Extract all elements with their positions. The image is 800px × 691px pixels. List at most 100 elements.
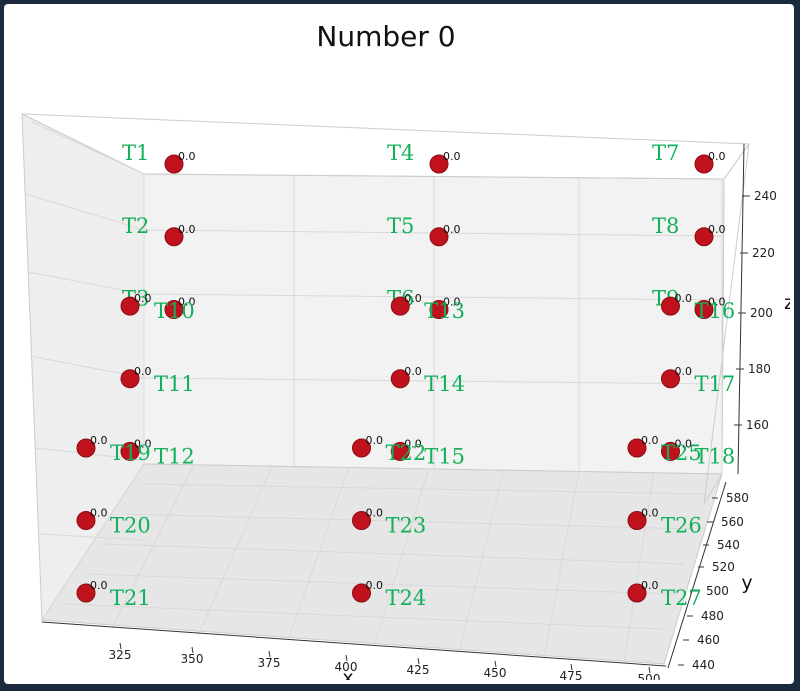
point-label: T16 <box>695 299 736 323</box>
point-label: T10 <box>154 299 195 323</box>
point-t7 <box>694 154 714 174</box>
gridline <box>103 543 685 565</box>
value-label: 0.0 <box>675 365 693 378</box>
z-tick-label: 180 <box>748 362 771 376</box>
point-t14 <box>390 369 410 389</box>
y-tick-label: 520 <box>712 560 735 574</box>
gridline <box>458 468 505 653</box>
point-label: T11 <box>154 372 195 396</box>
value-label: 0.0 <box>134 292 152 305</box>
scatter3d-plot: 325 350 375 400 425 450 475 500 440 460 480 500 520 5… <box>21 20 790 680</box>
value-label: 0.0 <box>366 579 384 592</box>
point-t12 <box>120 441 140 461</box>
point-label: T4 <box>387 141 414 165</box>
value-label: 0.0 <box>641 434 659 447</box>
point-label: T14 <box>424 372 465 396</box>
gridline <box>623 471 655 663</box>
x-tick-mark <box>417 657 420 665</box>
value-label: 0.0 <box>708 296 726 309</box>
gridline <box>25 193 145 231</box>
value-label: 0.0 <box>90 434 108 447</box>
point-t27 <box>627 583 647 603</box>
gridline <box>41 463 145 621</box>
z-tick-label: 240 <box>754 189 777 203</box>
value-label: 0.0 <box>178 296 196 309</box>
point-t15 <box>390 441 410 461</box>
point-t2 <box>164 227 184 247</box>
value-label: 0.0 <box>641 507 659 520</box>
point-label: T23 <box>386 514 427 538</box>
data-points: 0.0T10.0T20.0T30.0T40.0T50.0T60.0T70.0T8… <box>76 141 736 610</box>
y-tick-label: 500 <box>706 584 729 598</box>
y-tick-label: 460 <box>697 633 720 647</box>
point-t8 <box>694 227 714 247</box>
figure-window: 325 350 375 400 425 450 475 500 440 460 480 500 520 5… <box>4 4 794 684</box>
point-label: T7 <box>652 141 679 165</box>
point-t17 <box>661 369 680 389</box>
gridline <box>83 573 675 595</box>
value-label: 0.0 <box>443 296 461 309</box>
x-tick-mark <box>345 654 348 662</box>
point-label: T1 <box>122 141 149 165</box>
point-t13 <box>390 296 410 316</box>
value-label: 0.0 <box>90 579 108 592</box>
point-label: T24 <box>386 586 427 610</box>
gridline <box>31 121 145 175</box>
point-t22 <box>352 438 371 458</box>
value-label: 0.0 <box>675 437 693 450</box>
x-tick-label: 400 <box>335 660 358 674</box>
gridline <box>39 533 145 541</box>
point-label: T27 <box>661 586 702 610</box>
x-tick-label: 475 <box>560 669 583 680</box>
y-tick-label: 580 <box>726 491 749 505</box>
point-label: T8 <box>652 214 679 238</box>
x-tick-mark <box>119 642 122 650</box>
y-axis-label: y <box>741 572 752 594</box>
point-label: T20 <box>110 514 151 538</box>
value-label: 0.0 <box>675 292 693 305</box>
chart-title: Number 0 <box>316 20 455 53</box>
point-label: T26 <box>661 514 702 538</box>
point-label: T19 <box>110 441 151 465</box>
point-t16 <box>661 296 680 316</box>
x-tick-label: 425 <box>407 663 430 677</box>
point-t5 <box>429 227 449 247</box>
point-t1 <box>164 154 184 174</box>
y-tick-label: 560 <box>721 515 744 529</box>
value-label: 0.0 <box>708 223 726 236</box>
point-t3 <box>164 300 184 319</box>
x-axis-line <box>41 621 667 667</box>
value-label: 0.0 <box>641 579 659 592</box>
point-label: T21 <box>110 586 151 610</box>
point-t23 <box>352 511 371 530</box>
value-label: 0.0 <box>366 507 384 520</box>
value-label: 0.0 <box>708 150 726 163</box>
z-tick-label: 200 <box>750 306 773 320</box>
gridline <box>143 483 705 495</box>
gridline <box>63 603 665 630</box>
gridline <box>198 465 273 635</box>
value-label: 0.0 <box>366 434 384 447</box>
value-label: 0.0 <box>134 437 152 450</box>
y-axis-line <box>667 481 727 669</box>
value-label: 0.0 <box>443 150 461 163</box>
value-label: 0.0 <box>178 223 196 236</box>
x-axis-label: x <box>342 667 353 680</box>
point-t11 <box>120 369 140 389</box>
point-t26 <box>627 511 647 530</box>
x-tick-mark <box>494 660 497 668</box>
gridline <box>143 377 725 385</box>
value-label: 0.0 <box>443 223 461 236</box>
gridline <box>287 466 350 641</box>
value-label: 0.0 <box>404 365 422 378</box>
gridline <box>27 271 145 295</box>
point-t4 <box>429 154 449 174</box>
gridline <box>373 467 430 647</box>
point-label: T5 <box>387 214 414 238</box>
point-label: T12 <box>154 444 195 468</box>
gridline <box>143 293 725 301</box>
z-axis-line <box>737 143 745 475</box>
z-tick-label: 220 <box>752 246 775 260</box>
point-t19 <box>76 438 96 458</box>
point-label: T15 <box>424 444 465 468</box>
